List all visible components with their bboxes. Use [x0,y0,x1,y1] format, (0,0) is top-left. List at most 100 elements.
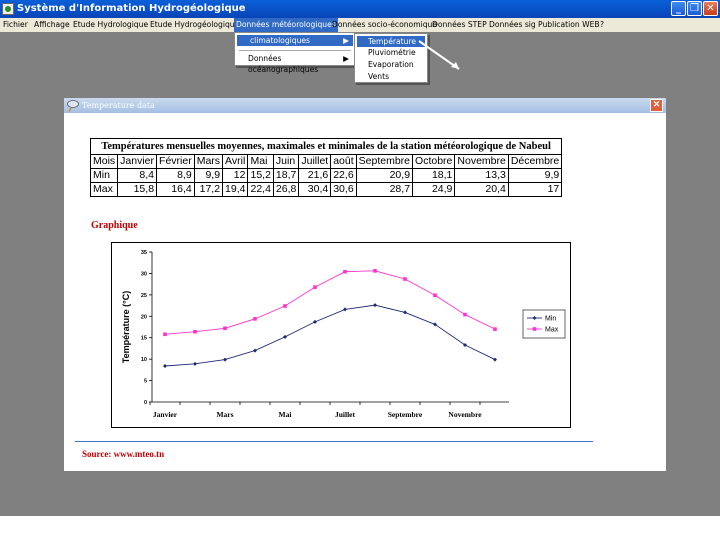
chart-svg: 0 5 10 15 20 25 30 35 Janvier Mars Mai Juillet Septe… [121,250,566,419]
table-row: Min 8,4 8,9 9,9 12 15,2 18,7 21,6 22,6 2… [89,168,563,183]
legend-marker-min [532,316,537,320]
table-cell: 17 [507,182,563,197]
table-cell: 21,6 [298,168,332,183]
close-app-button[interactable]: ✕ [703,1,718,16]
legend-label: Max [545,327,559,334]
app-title: Système d'Information Hydrogéologique [17,3,246,14]
data-point-min [223,357,227,362]
legend-box [522,309,566,339]
table-header-row: Mois Janvier Février Mars Avril Mai Juin… [89,154,563,169]
minimize-button[interactable]: _ [671,1,686,16]
table-cell: 30,4 [298,182,332,197]
menu-etude-hydrologique[interactable]: Etude Hydrologique [73,20,149,29]
menu-item-climatologiques[interactable]: climatologiques ▶ [237,35,353,46]
y-tick-label: 20 [141,314,147,320]
table-row: Max 15,8 16,4 17,2 19,4 22,4 26,8 30,4 3… [89,182,563,197]
data-point-min [253,348,257,353]
legend-label: Min [545,316,556,323]
data-point-max [193,329,197,334]
menu-item-temperature[interactable]: Température [357,36,425,47]
data-point-min [163,364,167,368]
data-point-min [193,361,197,366]
data-point-min [373,303,377,308]
x-tick-label: Novembre [448,410,482,419]
table-header: Octobre [412,154,456,169]
menu-separator [239,50,351,51]
menu-item-pluviometrie[interactable]: Pluviométrie [368,48,416,57]
data-point-min [343,307,347,312]
data-point-min [283,334,287,339]
table-cell: 28,7 [355,182,414,197]
menu-item-label: climatologiques [250,36,311,45]
y-tick-label: 30 [141,271,147,277]
series-line-min [164,304,496,367]
meteo-dropdown: climatologiques ▶ Données océanographiqu… [234,32,356,74]
table-cell: 20,4 [454,182,509,197]
table-header: Février [156,154,195,169]
maximize-button[interactable]: ❐ [687,1,702,16]
menu-donnees-socio-economique[interactable]: Données socio-économique [332,20,438,29]
table-caption: Températures mensuelles moyennes, maxima… [89,138,563,155]
table-cell: 9,9 [507,168,563,183]
table-cell: 13,3 [454,168,509,183]
table-cell: 22,6 [330,168,357,183]
table-cell: 12 [222,168,249,183]
menu-donnees-sig[interactable]: Données sig [489,20,536,29]
table-cell: 18,1 [412,168,456,183]
data-point-max [283,304,287,308]
y-tick-label: 10 [141,357,147,363]
table-header: Septembre [355,154,414,169]
menu-donnees-step[interactable]: Données STEP [432,20,487,29]
table-cell: 8,4 [117,168,158,183]
menu-fichier[interactable]: Fichier [3,20,28,29]
data-point-max [403,277,407,281]
table-cell: 15,2 [247,168,274,183]
menu-help[interactable]: ? [600,20,605,29]
data-point-min [403,310,407,315]
y-tick-label: 5 [144,379,147,385]
y-tick-label: 0 [144,400,147,406]
x-tick-label: Juillet [335,410,356,419]
menu-item-label: Données océanographiques [248,54,319,74]
data-point-max [493,327,497,331]
table-cell: 8,9 [156,168,195,183]
menu-affichage[interactable]: Affichage [34,20,70,29]
y-tick-label: 35 [141,250,147,256]
table-cell: 26,8 [272,182,300,197]
divider [75,441,593,442]
x-tick-label: Janvier [153,410,178,419]
window-title-bar: Temperature data ✕ [64,98,666,113]
table-header: Décembre [507,154,563,169]
table-cell: 24,9 [412,182,456,197]
table-header: Mars [193,154,224,169]
menu-bar: Fichier Affichage Etude Hydrologique Etu… [0,18,720,32]
menu-etude-hydrogeologique[interactable]: Etude Hydrogéologique [150,20,240,29]
data-point-min [433,322,437,327]
table-header: Janvier [117,154,158,169]
x-tick-label: Mars [216,410,233,419]
source-note: Source: www.mteo.tn [82,449,165,459]
table-cell: 22,4 [247,182,274,197]
table-header: Juin [272,154,300,169]
menu-donnees-meteorologiques[interactable]: Données météorologiques [234,18,338,32]
data-point-max [463,312,467,317]
data-point-min [463,343,467,347]
table-header: Mai [247,154,274,169]
menu-item-evaporation[interactable]: Evaporation [368,60,414,69]
table-header: août [330,154,357,169]
arrow-pointer-icon [418,40,460,70]
table-row-label: Min [89,168,119,183]
data-point-min [493,357,497,362]
table-header: Juillet [298,154,332,169]
series-line-max [164,270,496,335]
table-cell: 18,7 [272,168,300,183]
table-header: Mois [89,154,119,169]
data-point-min [313,319,317,324]
data-point-max [223,326,227,331]
table-row-label: Max [89,182,119,197]
menu-item-oceanographiques[interactable]: Données océanographiques ▶ [237,53,353,74]
close-window-button[interactable]: ✕ [650,99,663,112]
menu-publication-web[interactable]: Publication WEB [538,20,600,29]
menu-item-vents[interactable]: Vents [368,72,390,81]
data-point-max [163,332,167,337]
